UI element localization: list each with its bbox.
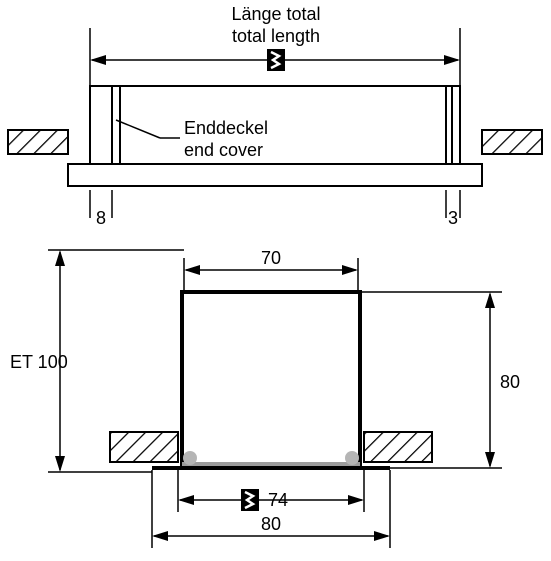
drawing: Länge total total length Enddeckel end c… bbox=[0, 0, 551, 561]
hatched-surface bbox=[110, 432, 178, 462]
ruler-break-icon bbox=[267, 49, 285, 71]
dim-80w: 80 bbox=[261, 514, 281, 534]
ruler-break-icon bbox=[241, 489, 259, 511]
dim-8: 8 bbox=[96, 208, 106, 228]
label-endcap-en: end cover bbox=[184, 140, 263, 160]
label-length-en: total length bbox=[232, 26, 320, 46]
hatched-surface bbox=[482, 130, 542, 154]
dim-80h: 80 bbox=[500, 372, 520, 392]
dim-et100: ET 100 bbox=[10, 352, 68, 372]
label-length-de: Länge total bbox=[231, 4, 320, 24]
hatched-surface bbox=[8, 130, 68, 154]
hatched-surface bbox=[364, 432, 432, 462]
label-endcap-de: Enddeckel bbox=[184, 118, 268, 138]
dim-74: 74 bbox=[268, 490, 288, 510]
dim-70: 70 bbox=[261, 248, 281, 268]
top-view: Länge total total length Enddeckel end c… bbox=[8, 4, 542, 228]
section-view: 70 ET 100 80 74 80 bbox=[10, 248, 520, 548]
dim-3: 3 bbox=[448, 208, 458, 228]
